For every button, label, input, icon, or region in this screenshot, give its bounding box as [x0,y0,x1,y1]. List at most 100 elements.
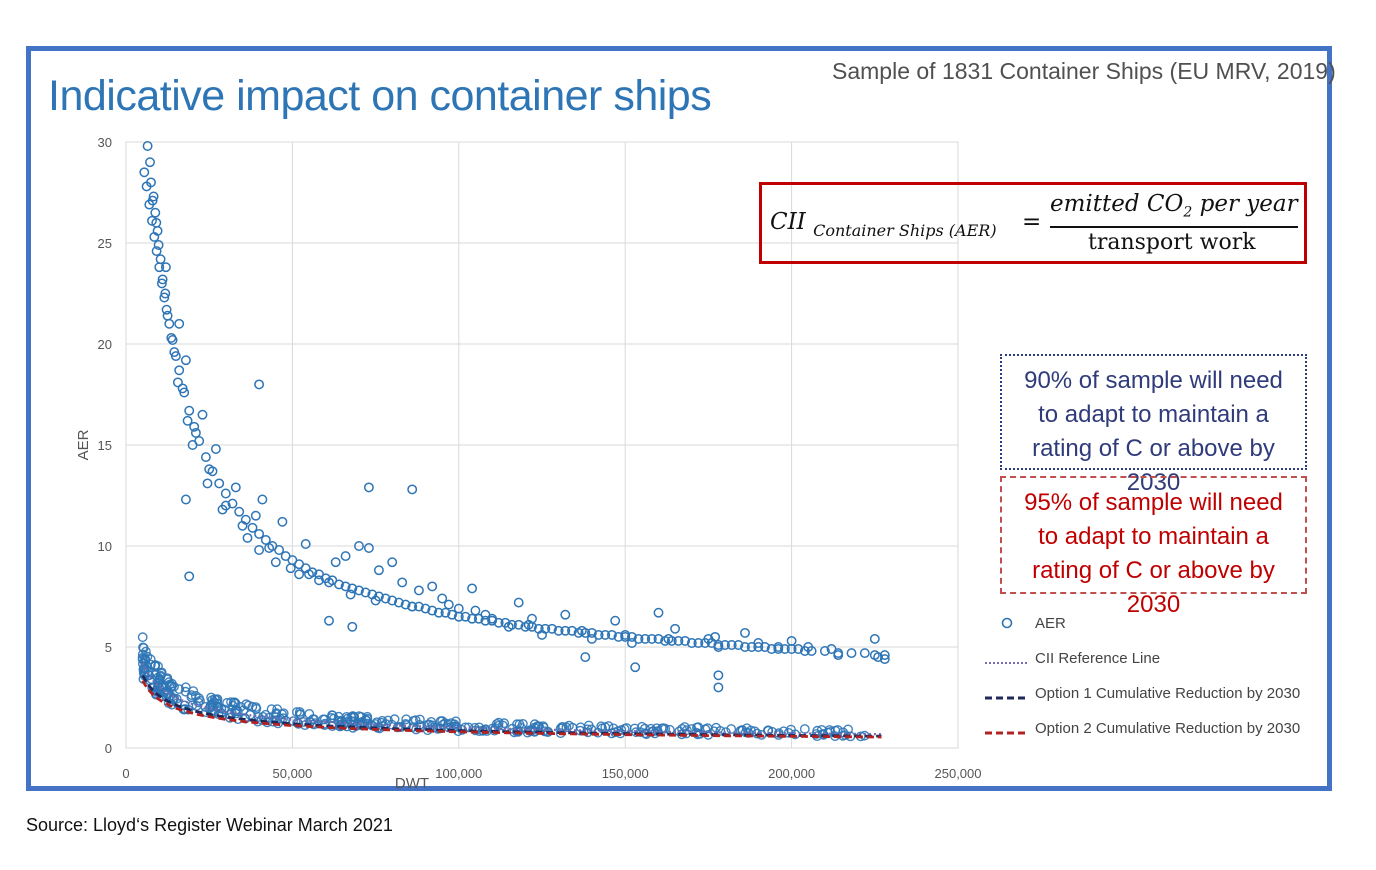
aer-data-point [715,726,726,736]
aer-data-point [686,638,697,648]
aer-data-point [414,714,425,725]
aer-data-point [260,709,271,720]
aer-data-point [314,575,324,586]
aer-data-point [480,615,491,626]
aer-data-point [460,611,471,622]
aer-data-point [400,599,411,610]
aer-data-point [453,603,464,614]
aer-data-point [138,664,149,675]
aer-data-point [222,698,232,708]
aer-data-point [387,595,398,606]
aer-data-point [503,621,514,632]
formula-numerator-tail: per year [1192,191,1298,217]
aer-data-point [139,663,150,674]
aer-data-point [242,532,253,543]
aer-data-point [204,464,215,475]
aer-data-point [318,714,329,725]
aer-data-point [363,543,374,553]
aer-data-point [826,644,837,654]
aer-data-point [167,335,178,345]
aer-data-point [720,640,730,650]
aer-data-point [596,721,607,732]
aer-data-point [298,717,309,727]
aer-data-point [230,482,241,493]
aer-data-point [620,629,631,640]
aer-data-point [693,638,704,648]
aer-data-point [703,633,714,644]
aer-data-point [207,701,218,712]
aer-data-point [160,288,171,299]
aer-data-point [518,719,528,729]
aer-data-point [586,633,597,644]
aer-data-point [153,240,164,250]
aer-data-point [151,217,162,228]
legend-label-option1: Option 1 Cumulative Reduction by 2030 [1035,685,1301,702]
aer-data-point [740,627,750,638]
legend-dotted-line-icon [985,662,1029,664]
aer-data-point [288,716,298,726]
option1-note: 90% of sample will need to adapt to main… [1000,354,1307,496]
aer-data-point [254,528,265,539]
aer-data-point [396,722,406,732]
legend-label-aer: AER [1035,615,1066,632]
aer-data-point [294,709,305,720]
formula-numerator-text: emitted CO [1050,191,1184,217]
aer-data-point [151,246,162,257]
x-tick-label: 0 [122,766,129,781]
aer-data-point [713,642,724,652]
aer-data-point [812,725,823,736]
cii-formula-box: CII Container Ships (AER) = emitted CO2 … [759,182,1307,264]
aer-data-point [363,482,374,493]
aer-data-point [407,601,418,612]
aer-data-point [653,633,664,644]
aer-data-point [166,332,177,343]
aer-data-point [294,569,305,580]
page-title: Indicative impact on container ships [48,72,712,120]
aer-data-point [663,633,674,644]
y-tick-label: 20 [98,337,112,352]
aer-data-point [580,652,591,663]
aer-data-point [177,383,188,394]
aer-data-point [160,262,171,273]
y-tick-label: 15 [98,438,112,453]
source-caption: Source: Lloyd‘s Register Webinar March 2… [26,815,393,835]
aer-data-point [766,644,777,654]
aer-data-point [157,274,168,285]
aer-data-point [702,723,713,734]
aer-data-point [879,654,890,665]
aer-data-point [427,605,438,616]
aer-data-point [354,541,364,551]
aer-data-point [137,649,148,660]
aer-data-point [803,642,814,652]
aer-data-point [600,629,611,640]
aer-data-point [195,695,205,706]
aer-data-point [156,278,167,289]
aer-data-point [238,705,249,715]
aer-data-point [846,648,857,659]
aer-data-point [447,609,458,620]
aer-data-point [819,646,830,656]
aer-data-point [443,599,454,610]
aer-data-point [692,722,702,733]
aer-data-point [670,623,681,634]
aer-data-point [147,195,158,206]
aer-data-point [753,638,764,648]
aer-data-point [210,444,221,454]
legend-label-reference: CII Reference Line [1035,650,1161,667]
aer-data-point [137,632,148,643]
aer-data-point [561,722,572,733]
aer-data-point [324,615,334,626]
x-tick-label: 150,000 [602,766,649,781]
aer-data-point [209,694,220,705]
aer-data-point [214,478,225,489]
aer-data-point [347,583,358,594]
aer-data-point [310,718,320,728]
aer-data-point [174,318,185,329]
y-tick-label: 0 [105,741,112,756]
aer-data-point [879,650,890,661]
aer-data-point [217,504,228,515]
aer-data-point [499,718,510,729]
aer-data-point [254,379,265,390]
aer-data-point [433,607,444,618]
